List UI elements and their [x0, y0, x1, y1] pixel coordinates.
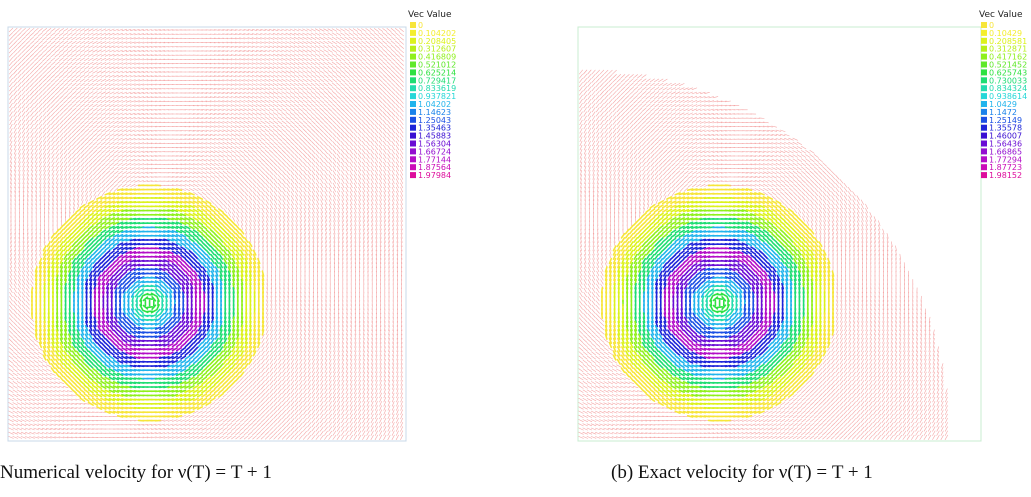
- legend-swatch: [981, 29, 987, 36]
- legend-value: 0.10429: [989, 29, 1022, 38]
- panel-exact-velocity: Vec Value 0 0.10429 0.208581 0.312871 0.41716…: [520, 0, 1031, 497]
- legend-swatch: [981, 101, 987, 107]
- legend-swatch: [410, 85, 416, 92]
- legend-swatch: [410, 132, 416, 139]
- legend-swatch: [410, 101, 416, 107]
- color-legend: Vec Value00.104290.2085810.3128710.41716…: [979, 10, 1027, 180]
- legend-swatch: [410, 124, 416, 131]
- legend-value: 1.87564: [418, 163, 451, 172]
- legend-title: Vec Value: [979, 10, 1023, 20]
- legend-swatch: [981, 53, 987, 60]
- legend-swatch: [981, 116, 987, 123]
- legend-value: 0.521452: [989, 61, 1027, 70]
- legend-value: 1.56436: [989, 140, 1022, 149]
- vector-field: [578, 69, 949, 441]
- legend-value: 1.14623: [418, 108, 451, 117]
- legend-value: 0.417162: [989, 53, 1027, 62]
- legend-swatch: [981, 61, 987, 68]
- legend-value: 0.625743: [989, 68, 1027, 77]
- legend-swatch: [410, 148, 416, 155]
- legend-value: 0.312871: [989, 45, 1027, 54]
- legend-value: 0.625214: [418, 68, 456, 77]
- plot-frame: [7, 26, 407, 442]
- legend-value: 0.312607: [418, 45, 456, 54]
- exact-velocity-plot: Vec Value00.104290.2085810.3128710.41716…: [577, 10, 1027, 442]
- legend-value: 0.208405: [418, 37, 456, 46]
- legend-value: 1.04202: [418, 100, 451, 109]
- legend-value: 0.104202: [418, 29, 456, 38]
- legend-swatch: [981, 45, 987, 52]
- legend-swatch: [410, 77, 416, 84]
- legend-swatch: [981, 164, 987, 171]
- legend-swatch: [410, 140, 416, 147]
- legend-value: 1.46007: [989, 132, 1022, 141]
- legend-swatch: [410, 156, 416, 163]
- caption-a: Numerical velocity for ν(T) = T + 1: [0, 462, 272, 483]
- legend-value: 1.0429: [989, 100, 1017, 109]
- legend-swatch: [981, 132, 987, 139]
- legend-swatch: [410, 37, 416, 44]
- legend-swatch: [981, 22, 987, 28]
- legend-value: 1.25149: [989, 116, 1022, 125]
- legend-value: 1.35463: [418, 124, 451, 133]
- caption-b: (b) Exact velocity for ν(T) = T + 1: [611, 462, 873, 483]
- legend-value: 1.35578: [989, 124, 1022, 133]
- legend-title: Vec Value: [408, 10, 452, 20]
- legend-swatch: [981, 108, 987, 115]
- legend-swatch: [981, 156, 987, 163]
- legend-swatch: [410, 172, 416, 179]
- legend-swatch: [410, 116, 416, 123]
- legend-swatch: [981, 85, 987, 92]
- legend-value: 0.208581: [989, 37, 1027, 46]
- legend-value: 1.87723: [989, 163, 1022, 172]
- legend-value: 0.730033: [989, 76, 1027, 85]
- legend-swatch: [410, 164, 416, 171]
- legend-value: 1.97984: [418, 171, 451, 180]
- legend-swatch: [410, 93, 416, 100]
- legend-value: 0.937821: [418, 92, 456, 101]
- legend-swatch: [981, 140, 987, 147]
- legend-value: 0.521012: [418, 61, 456, 70]
- legend-swatch: [410, 69, 416, 76]
- legend-value: 0.938614: [989, 92, 1027, 101]
- panel-numerical-velocity: Vec Value 0 0.104202 0.208405 0.312607 0.4168…: [0, 10, 456, 483]
- legend-value: 1.66865: [989, 147, 1022, 156]
- legend-swatch: [410, 29, 416, 36]
- legend-value: 1.66724: [418, 147, 451, 156]
- legend-value: 0.834324: [989, 84, 1027, 93]
- legend-value: 1.56304: [418, 140, 451, 149]
- numerical-velocity-plot: Vec Value00.1042020.2084050.3126070.4168…: [7, 10, 456, 442]
- legend-swatch: [981, 93, 987, 100]
- legend-value: 0: [989, 21, 994, 30]
- legend-value: 0.833619: [418, 84, 456, 93]
- legend-value: 0.416809: [418, 53, 456, 62]
- legend-swatch: [981, 148, 987, 155]
- legend-value: 1.45883: [418, 132, 451, 141]
- legend-swatch: [410, 22, 416, 28]
- legend-swatch: [410, 61, 416, 68]
- legend-swatch: [410, 45, 416, 52]
- color-legend: Vec Value00.1042020.2084050.3126070.4168…: [408, 10, 456, 180]
- plot-frame: [577, 26, 982, 442]
- legend-value: 1.25043: [418, 116, 451, 125]
- legend-swatch: [410, 53, 416, 60]
- legend-value: 1.1472: [989, 108, 1017, 117]
- legend-value: 1.77144: [418, 155, 451, 164]
- legend-swatch: [981, 69, 987, 76]
- legend-value: 1.98152: [989, 171, 1022, 180]
- legend-value: 0: [418, 21, 423, 30]
- legend-swatch: [981, 37, 987, 44]
- legend-swatch: [981, 124, 987, 131]
- legend-swatch: [410, 108, 416, 115]
- legend-value: 0.729417: [418, 76, 456, 85]
- legend-swatch: [981, 172, 987, 179]
- vector-field: [8, 27, 404, 441]
- legend-value: 1.77294: [989, 155, 1022, 164]
- legend-swatch: [981, 77, 987, 84]
